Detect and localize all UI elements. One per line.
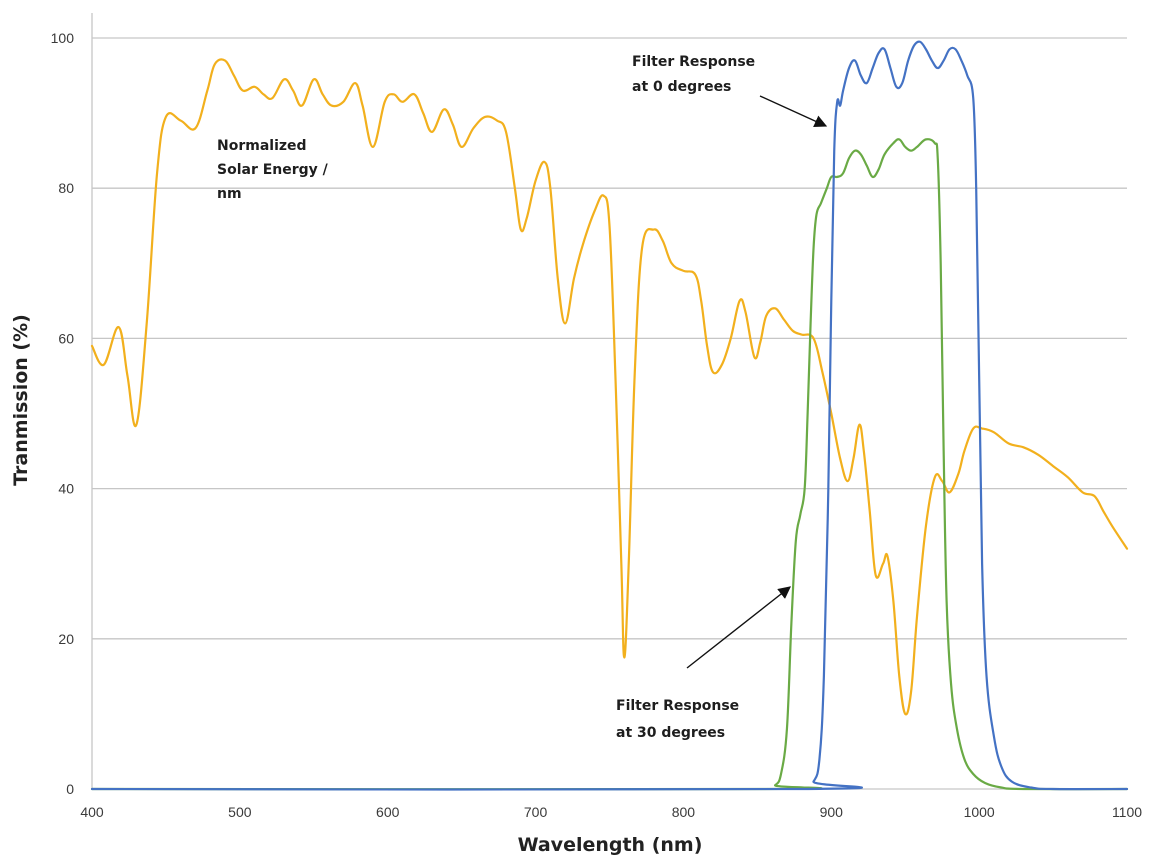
y-tick-label: 100 — [51, 30, 75, 46]
annotation-line: nm — [217, 186, 242, 202]
x-tick-label: 1000 — [964, 804, 995, 820]
series-line-filter0 — [90, 40, 1129, 791]
annotation-filter-30-degrees: Filter Response at 30 degrees — [616, 586, 791, 741]
annotation-line: at 30 degrees — [616, 725, 725, 741]
annotation-line: Filter Response — [616, 698, 739, 714]
x-tick-label: 400 — [80, 804, 104, 820]
annotation-line: at 0 degrees — [632, 79, 731, 95]
x-axis-title: Wavelength (nm) — [518, 834, 703, 856]
x-tick-label: 600 — [376, 804, 400, 820]
x-tick-label: 500 — [228, 804, 252, 820]
y-tick-label: 60 — [58, 330, 74, 346]
annotation-line: Solar Energy / — [217, 162, 329, 178]
svg-text:Filter Response at 30 de: Filter Response at 30 degrees — [616, 698, 744, 741]
x-tick-label: 800 — [672, 804, 696, 820]
y-tick-label: 20 — [58, 631, 74, 647]
svg-text:Filter Response at 0 deg: Filter Response at 0 degrees — [632, 54, 760, 95]
y-axis-title: Tranmission (%) — [10, 314, 32, 486]
gridlines — [92, 37, 1127, 640]
x-tick-label: 900 — [820, 804, 844, 820]
y-tick-labels: 0 20 40 60 80 100 — [51, 30, 75, 797]
series-line-filter30 — [90, 138, 1129, 791]
annotation-line: Normalized — [217, 138, 307, 154]
y-tick-label: 80 — [58, 180, 74, 196]
x-tick-labels: 400 500 600 700 800 900 1000 1100 — [80, 804, 1142, 820]
svg-text:Normalized Solar Energy: Normalized Solar Energy / nm — [217, 138, 333, 202]
y-tick-label: 40 — [58, 481, 74, 497]
series-line-solar — [90, 58, 1129, 716]
x-tick-label: 700 — [524, 804, 548, 820]
x-tick-label: 1100 — [1112, 804, 1142, 820]
annotation-line: Filter Response — [632, 54, 755, 70]
annotation-filter-0-degrees: Filter Response at 0 degrees — [632, 54, 828, 128]
annotation-arrow-30-degrees — [686, 586, 791, 669]
annotation-solar-energy: Normalized Solar Energy / nm — [217, 138, 333, 202]
annotation-arrow-0-degrees — [759, 95, 828, 128]
series-layer — [90, 40, 1129, 791]
y-tick-label: 0 — [66, 781, 74, 797]
